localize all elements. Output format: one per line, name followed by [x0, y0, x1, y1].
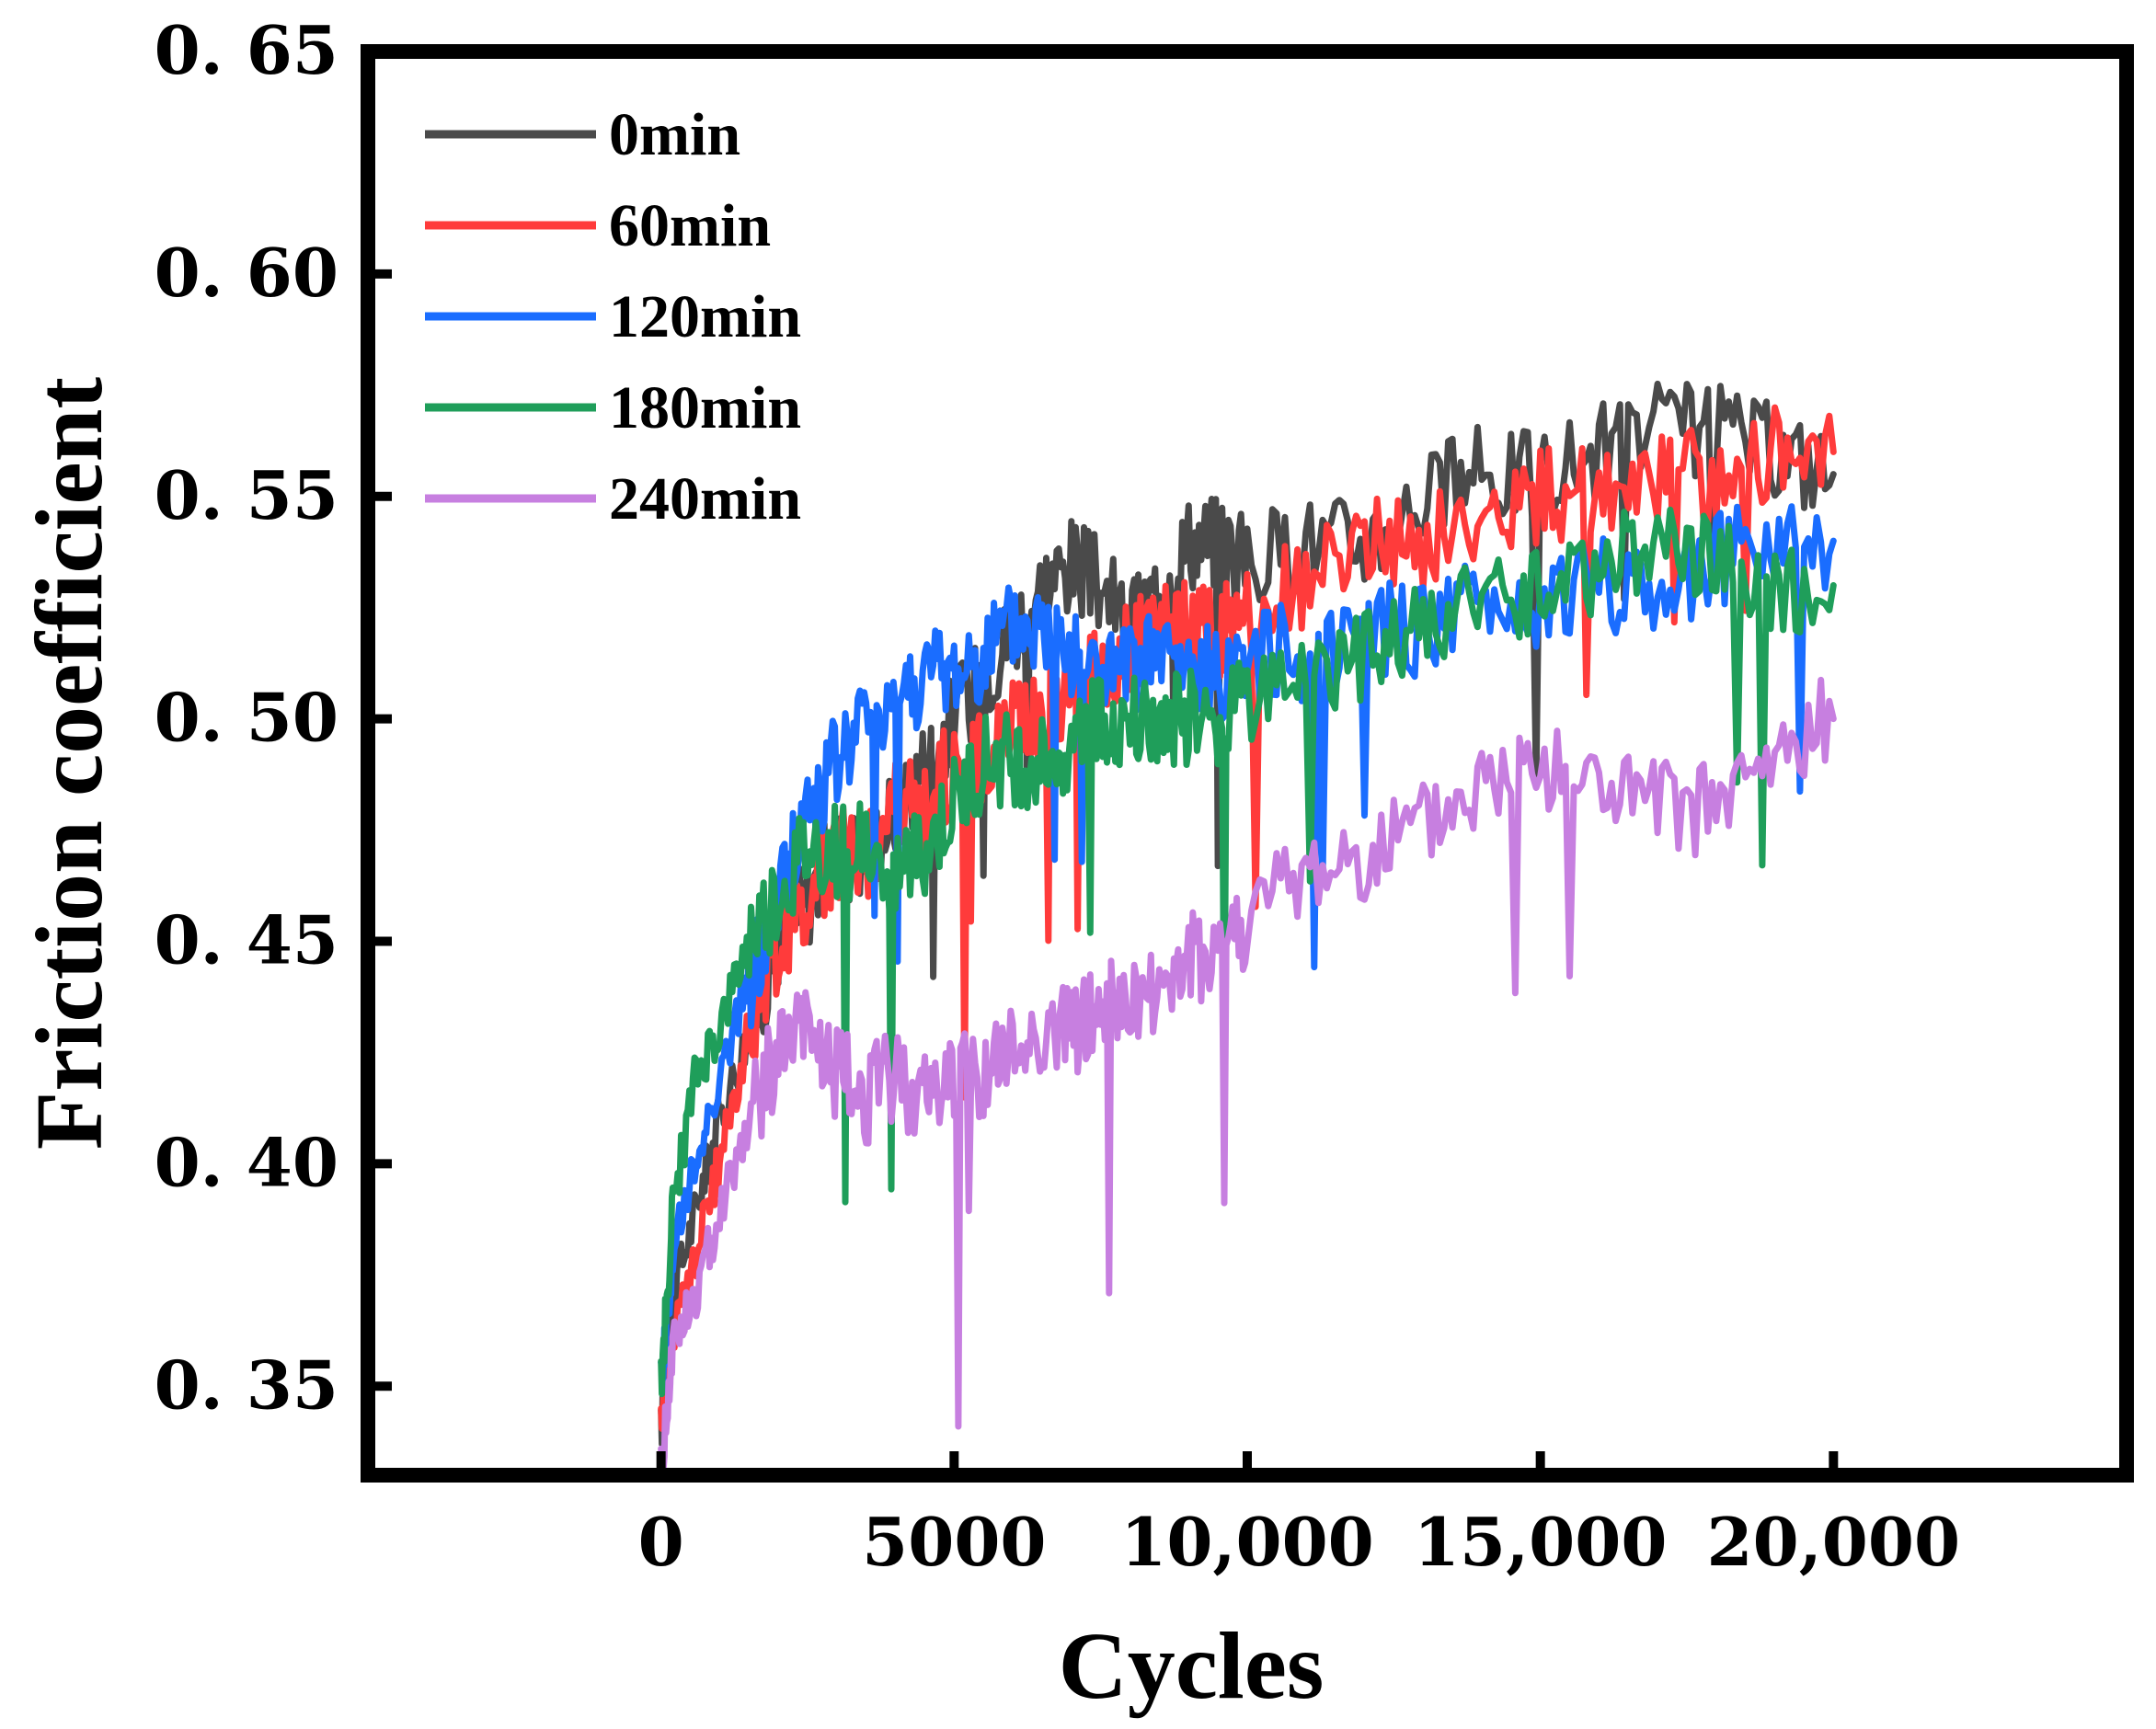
- legend: 0min 60min 120min 180min 240min: [425, 101, 801, 532]
- legend-label-60min: 60min: [609, 192, 771, 259]
- legend-label-120min: 120min: [609, 283, 801, 350]
- x-tick-label: 0: [638, 1503, 684, 1581]
- x-tick-label: 15,000: [1414, 1503, 1668, 1581]
- y-tick-label: 0. 35: [155, 1345, 338, 1424]
- x-axis-title: Cycles: [1059, 1613, 1325, 1719]
- x-tick-label: 20,000: [1707, 1503, 1961, 1581]
- x-tick-label: 10,000: [1120, 1503, 1374, 1581]
- x-tick-label: 5000: [862, 1503, 1046, 1581]
- y-tick-label: 0. 60: [155, 234, 338, 312]
- y-tick-label: 0. 55: [155, 456, 338, 534]
- series-line-240min: [658, 676, 1837, 1475]
- legend-label-180min: 180min: [609, 374, 801, 441]
- series-line-0min: [658, 380, 1837, 1448]
- y-tick-label: 0. 45: [155, 901, 338, 979]
- legend-label-240min: 240min: [609, 465, 801, 532]
- y-tick-label: 0. 40: [155, 1123, 338, 1201]
- series-line-180min: [658, 506, 1837, 1398]
- y-tick-label: 0. 50: [155, 679, 338, 757]
- y-tick-label: 0. 65: [155, 11, 338, 89]
- plot-frame: [361, 44, 2134, 1483]
- legend-label-0min: 0min: [609, 101, 740, 168]
- y-axis-title: Friction coefficient: [17, 376, 122, 1150]
